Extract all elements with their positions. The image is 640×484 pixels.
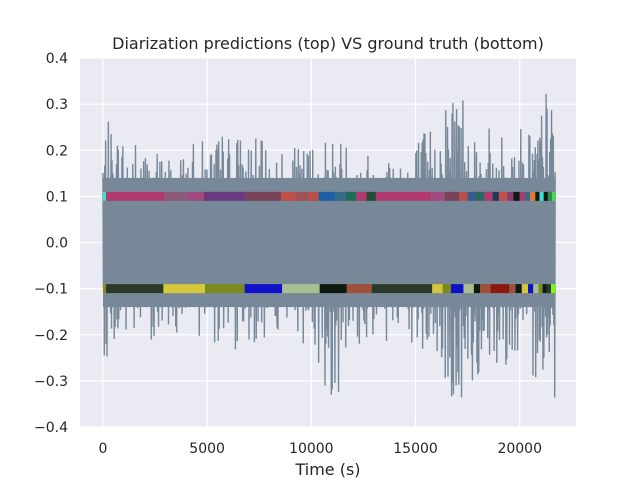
prediction-segment <box>498 191 508 201</box>
ground-truth-segment <box>106 284 164 294</box>
x-tick-label: 10000 <box>289 441 334 457</box>
y-tick-label: 0.3 <box>46 97 68 113</box>
ground-truth-segment <box>542 284 547 294</box>
x-tick-label: 20000 <box>497 441 542 457</box>
prediction-segment <box>535 191 540 201</box>
prediction-segment <box>539 191 544 201</box>
x-axis-label: Time (s) <box>294 460 360 479</box>
prediction-segment <box>547 191 553 201</box>
prediction-segment <box>543 191 548 201</box>
ground-truth-segment <box>102 284 107 294</box>
prediction-segment <box>375 191 432 201</box>
y-tick-label: 0.4 <box>46 51 68 67</box>
ground-truth-segment <box>463 284 474 294</box>
ground-truth-segment <box>371 284 433 294</box>
prediction-segment <box>459 191 468 201</box>
chart-title: Diarization predictions (top) VS ground … <box>112 34 544 53</box>
ground-truth-segment <box>538 284 543 294</box>
prediction-segment <box>295 191 309 201</box>
ground-truth-segment <box>480 284 491 294</box>
prediction-segment <box>524 191 531 201</box>
y-tick-label: 0.0 <box>46 236 68 252</box>
ground-truth-segment <box>244 284 283 294</box>
ground-truth-segment <box>282 284 320 294</box>
y-tick-label: 0.1 <box>46 189 68 205</box>
ground-truth-segment <box>442 284 451 294</box>
x-tick-label: 5000 <box>189 441 225 457</box>
prediction-segment <box>444 191 460 201</box>
y-tick-label: −0.1 <box>34 282 68 298</box>
prediction-segment <box>467 191 476 201</box>
speaker-segments <box>102 191 556 294</box>
prediction-segment <box>204 191 246 201</box>
ground-truth-segment <box>528 284 534 294</box>
y-tick-label: −0.4 <box>34 420 68 436</box>
prediction-segment <box>345 191 357 201</box>
axis-tick-labels: 0 5000 10000 15000 20000 −0.4 −0.3 −0.2 −0.1 0.0 0… <box>34 51 542 457</box>
prediction-segment <box>102 191 107 201</box>
ground-truth-segment <box>346 284 372 294</box>
prediction-segment <box>492 191 499 201</box>
ground-truth-segment <box>473 284 481 294</box>
x-tick-label: 15000 <box>393 441 438 457</box>
prediction-segment <box>318 191 336 201</box>
ground-truth-segment <box>205 284 245 294</box>
ground-truth-segment <box>319 284 347 294</box>
prediction-segment <box>164 191 188 201</box>
prediction-segment <box>513 191 520 201</box>
ground-truth-segment <box>521 284 529 294</box>
ground-truth-segment <box>490 284 510 294</box>
prediction-segment <box>335 191 346 201</box>
prediction-segment <box>519 191 525 201</box>
prediction-segment <box>431 191 445 201</box>
prediction-segment <box>187 191 204 201</box>
x-tick-label: 0 <box>98 441 107 457</box>
ground-truth-segment <box>533 284 539 294</box>
prediction-segment <box>281 191 296 201</box>
prediction-segment <box>475 191 485 201</box>
prediction-segment <box>507 191 514 201</box>
prediction-segment <box>245 191 282 201</box>
prediction-segment <box>356 191 367 201</box>
prediction-segment <box>530 191 536 201</box>
ground-truth-segment <box>509 284 516 294</box>
ground-truth-segment <box>450 284 464 294</box>
prediction-segment <box>552 191 556 201</box>
prediction-segment <box>366 191 376 201</box>
y-tick-label: −0.3 <box>34 374 68 390</box>
ground-truth-segment <box>515 284 522 294</box>
ground-truth-segment <box>550 284 556 294</box>
y-tick-label: −0.2 <box>34 328 68 344</box>
ground-truth-segment <box>432 284 443 294</box>
y-tick-label: 0.2 <box>46 143 68 159</box>
prediction-segment <box>308 191 319 201</box>
ground-truth-segment <box>163 284 206 294</box>
prediction-segment <box>484 191 493 201</box>
ground-truth-segment <box>546 284 551 294</box>
prediction-segment <box>106 191 165 201</box>
